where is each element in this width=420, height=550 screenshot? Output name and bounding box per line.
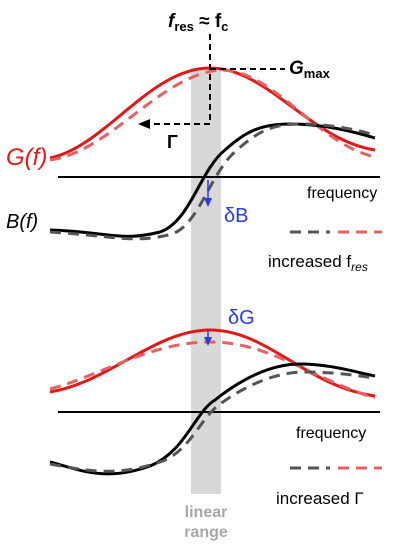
delta-b-arrow-head (204, 198, 212, 207)
top-legend-label: increased fres (268, 252, 368, 274)
bottom-legend-label: increased Γ (276, 489, 364, 508)
linear-range-band (191, 68, 221, 494)
bottom-b-curve-shifted (49, 370, 376, 473)
gmax-label: Gmax (289, 58, 331, 81)
top-b-curve-shifted (49, 122, 376, 241)
b-of-f-label: B(f) (6, 211, 38, 233)
bottom-g-curve-shifted (49, 340, 376, 400)
fres-label: fres ≈ fc (168, 11, 228, 34)
bottom-frequency-label: frequency (296, 425, 366, 442)
delta-b-label: δB (224, 205, 248, 227)
linear-range-label-line2: range (184, 524, 228, 541)
bottom-b-curve (49, 362, 376, 476)
linear-range-label-line1: linear (185, 504, 228, 521)
gamma-arrow-head (138, 119, 150, 129)
delta-g-arrow-head (204, 337, 212, 346)
gamma-label: Γ (167, 132, 178, 152)
delta-g-label: δG (228, 307, 255, 329)
top-b-curve (49, 122, 376, 238)
top-g-curve-shifted (49, 68, 376, 162)
top-frequency-label: frequency (307, 185, 377, 202)
bottom-g-curve (49, 328, 376, 398)
g-of-f-label: G(f) (6, 144, 47, 171)
